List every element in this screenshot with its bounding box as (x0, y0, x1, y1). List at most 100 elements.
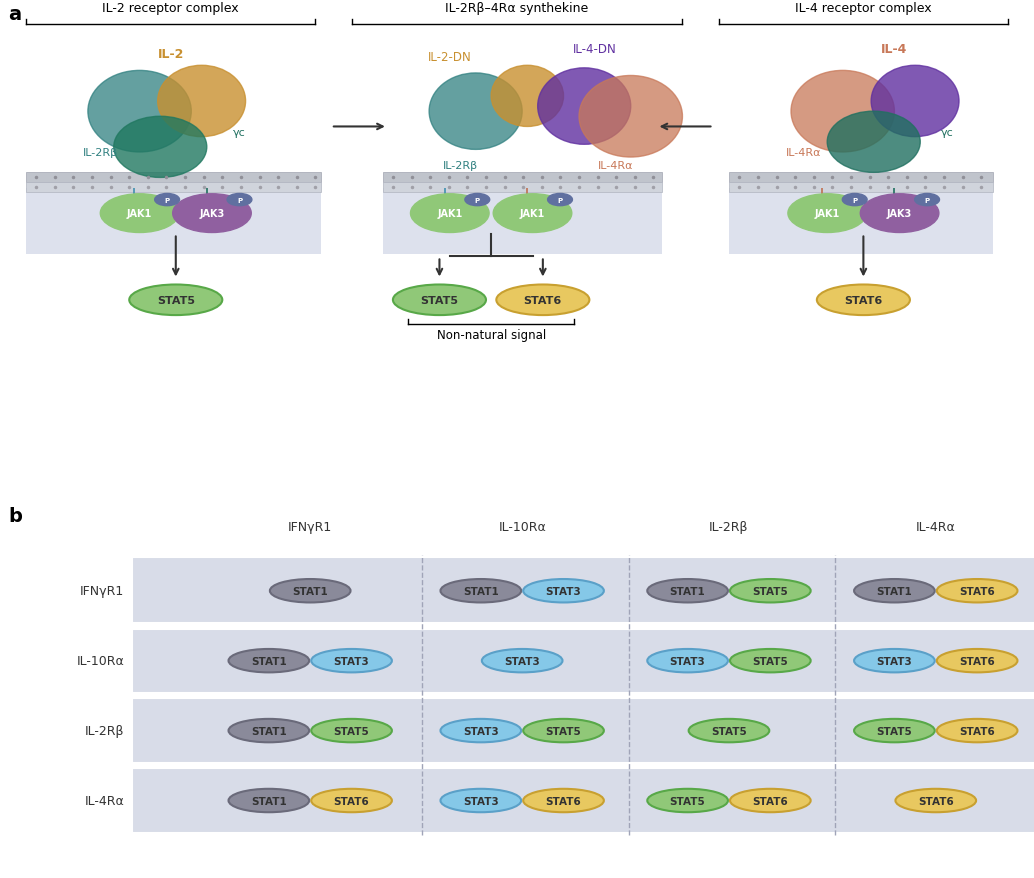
Text: STAT6: STAT6 (918, 795, 953, 806)
Text: STAT6: STAT6 (524, 296, 561, 306)
Circle shape (788, 195, 866, 234)
Text: STAT3: STAT3 (546, 587, 581, 596)
Ellipse shape (482, 649, 562, 673)
Text: STAT5: STAT5 (670, 795, 705, 806)
Ellipse shape (157, 66, 246, 138)
Ellipse shape (647, 649, 728, 673)
Text: JAK3: JAK3 (887, 209, 912, 219)
Ellipse shape (311, 789, 392, 812)
Text: STAT5: STAT5 (753, 656, 788, 666)
Ellipse shape (114, 117, 207, 178)
Circle shape (100, 195, 179, 234)
Text: IL-4Rα: IL-4Rα (786, 148, 821, 158)
Ellipse shape (393, 285, 486, 316)
Text: STAT1: STAT1 (251, 656, 286, 666)
Ellipse shape (270, 579, 351, 603)
Text: STAT3: STAT3 (505, 656, 540, 666)
Text: STAT6: STAT6 (960, 726, 995, 736)
Text: STAT1: STAT1 (463, 587, 498, 596)
Ellipse shape (88, 71, 191, 153)
Text: STAT6: STAT6 (960, 656, 995, 666)
Text: γc: γc (941, 127, 953, 137)
FancyBboxPatch shape (26, 189, 321, 255)
Ellipse shape (937, 579, 1017, 603)
FancyBboxPatch shape (729, 189, 993, 255)
FancyBboxPatch shape (132, 629, 1034, 693)
Ellipse shape (854, 719, 935, 743)
Text: IL-2Rβ: IL-2Rβ (85, 724, 124, 738)
Ellipse shape (647, 789, 728, 812)
Text: P: P (164, 198, 170, 204)
Ellipse shape (311, 649, 392, 673)
Text: P: P (852, 198, 857, 204)
Ellipse shape (229, 719, 309, 743)
Ellipse shape (854, 579, 935, 603)
Text: STAT3: STAT3 (670, 656, 705, 666)
Ellipse shape (440, 789, 521, 812)
FancyBboxPatch shape (729, 183, 993, 192)
FancyBboxPatch shape (383, 189, 662, 255)
Text: P: P (237, 198, 242, 204)
Text: IL-2Rβ: IL-2Rβ (709, 521, 749, 533)
Text: STAT1: STAT1 (293, 587, 328, 596)
Text: IL-2Rβ: IL-2Rβ (83, 148, 118, 158)
Ellipse shape (523, 579, 604, 603)
Ellipse shape (817, 285, 910, 316)
Ellipse shape (871, 66, 960, 138)
Text: JAK3: JAK3 (200, 209, 224, 219)
Text: IL-4: IL-4 (881, 43, 908, 56)
Text: IL-2-DN: IL-2-DN (428, 51, 472, 64)
Text: STAT6: STAT6 (334, 795, 369, 806)
Text: STAT5: STAT5 (877, 726, 912, 736)
Text: JAK1: JAK1 (815, 209, 840, 219)
Ellipse shape (730, 789, 811, 812)
Text: STAT6: STAT6 (845, 296, 882, 306)
Ellipse shape (429, 74, 522, 150)
Ellipse shape (937, 649, 1017, 673)
Ellipse shape (937, 719, 1017, 743)
FancyBboxPatch shape (132, 768, 1034, 832)
FancyBboxPatch shape (383, 173, 662, 183)
Ellipse shape (854, 649, 935, 673)
Text: IL-4Rα: IL-4Rα (85, 794, 124, 807)
Text: STAT5: STAT5 (546, 726, 581, 736)
Ellipse shape (538, 68, 631, 145)
Text: JAK1: JAK1 (520, 209, 545, 219)
FancyBboxPatch shape (729, 173, 993, 183)
Ellipse shape (229, 789, 309, 812)
Circle shape (155, 194, 180, 206)
Circle shape (410, 195, 489, 234)
Text: P: P (475, 198, 480, 204)
Text: STAT1: STAT1 (670, 587, 705, 596)
Ellipse shape (730, 579, 811, 603)
Ellipse shape (440, 579, 521, 603)
Text: IL-4Rα: IL-4Rα (916, 521, 955, 533)
Ellipse shape (895, 789, 976, 812)
Text: IL-2Rβ–4Rα synthekine: IL-2Rβ–4Rα synthekine (446, 3, 588, 15)
Text: IL-4Rα: IL-4Rα (598, 161, 633, 170)
Text: IL-2 receptor complex: IL-2 receptor complex (102, 3, 239, 15)
Text: a: a (8, 5, 22, 24)
Text: STAT5: STAT5 (157, 296, 194, 306)
FancyBboxPatch shape (26, 173, 321, 183)
Text: STAT1: STAT1 (877, 587, 912, 596)
Text: IFNγR1: IFNγR1 (288, 521, 332, 533)
FancyBboxPatch shape (132, 699, 1034, 763)
Ellipse shape (129, 285, 222, 316)
Circle shape (860, 195, 939, 234)
FancyBboxPatch shape (132, 557, 1034, 623)
Ellipse shape (523, 719, 604, 743)
Circle shape (915, 194, 940, 206)
Text: STAT3: STAT3 (877, 656, 912, 666)
Text: STAT6: STAT6 (546, 795, 581, 806)
Circle shape (227, 194, 252, 206)
Ellipse shape (647, 579, 728, 603)
Text: STAT5: STAT5 (334, 726, 369, 736)
Ellipse shape (311, 719, 392, 743)
Text: JAK1: JAK1 (127, 209, 152, 219)
Text: IL-4 receptor complex: IL-4 receptor complex (795, 3, 932, 15)
Text: STAT3: STAT3 (463, 726, 498, 736)
Text: STAT6: STAT6 (960, 587, 995, 596)
Text: STAT3: STAT3 (334, 656, 369, 666)
Circle shape (493, 195, 572, 234)
